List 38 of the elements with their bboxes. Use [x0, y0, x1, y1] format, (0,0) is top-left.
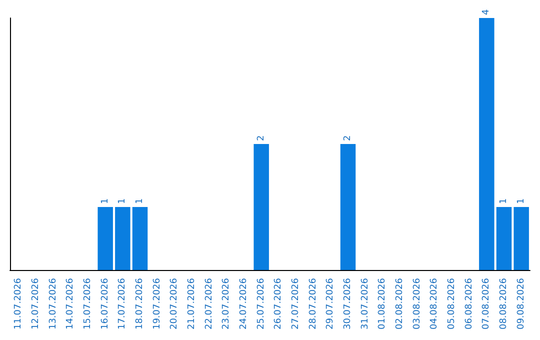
x-tick-label: 16.07.2026	[100, 278, 110, 330]
x-tick-label: 27.07.2026	[291, 278, 301, 330]
data-label: 2	[256, 135, 266, 141]
data-label: 1	[135, 198, 145, 204]
x-tick-label: 19.07.2026	[152, 278, 162, 330]
x-tick-label: 13.07.2026	[48, 278, 58, 330]
x-tick-label: 28.07.2026	[308, 278, 318, 330]
x-tick-label: 11.07.2026	[14, 278, 24, 330]
data-label: 1	[118, 198, 128, 204]
x-tick-label: 04.08.2026	[430, 278, 440, 330]
x-tick-label: 24.07.2026	[239, 278, 249, 330]
x-tick-label: 30.07.2026	[343, 278, 353, 330]
x-tick-label: 02.08.2026	[395, 278, 405, 330]
x-tick-label: 14.07.2026	[66, 278, 76, 330]
x-tick-label: 18.07.2026	[135, 278, 145, 330]
x-tick-label: 07.08.2026	[482, 278, 492, 330]
x-tick-label: 29.07.2026	[326, 278, 336, 330]
x-tick-label: 09.08.2026	[516, 278, 526, 330]
data-label: 4	[482, 9, 492, 15]
x-tick-label: 31.07.2026	[360, 278, 370, 330]
x-tick-label: 23.07.2026	[222, 278, 232, 330]
x-tick-label: 06.08.2026	[464, 278, 474, 330]
x-tick-label: 05.08.2026	[447, 278, 457, 330]
x-tick-label: 25.07.2026	[256, 278, 266, 330]
x-tick-label: 26.07.2026	[274, 278, 284, 330]
x-tick-label: 12.07.2026	[31, 278, 41, 330]
x-tick-label: 20.07.2026	[170, 278, 180, 330]
x-tick-label: 01.08.2026	[378, 278, 388, 330]
x-tick-label: 03.08.2026	[412, 278, 422, 330]
data-label: 2	[343, 135, 353, 141]
data-label: 1	[100, 198, 110, 204]
data-label: 1	[516, 198, 526, 204]
x-tick-label: 15.07.2026	[83, 278, 93, 330]
x-tick-label: 22.07.2026	[204, 278, 214, 330]
x-tick-label: 17.07.2026	[118, 278, 128, 330]
data-label: 1	[499, 198, 509, 204]
x-tick-label: 21.07.2026	[187, 278, 197, 330]
x-tick-label: 08.08.2026	[499, 278, 509, 330]
